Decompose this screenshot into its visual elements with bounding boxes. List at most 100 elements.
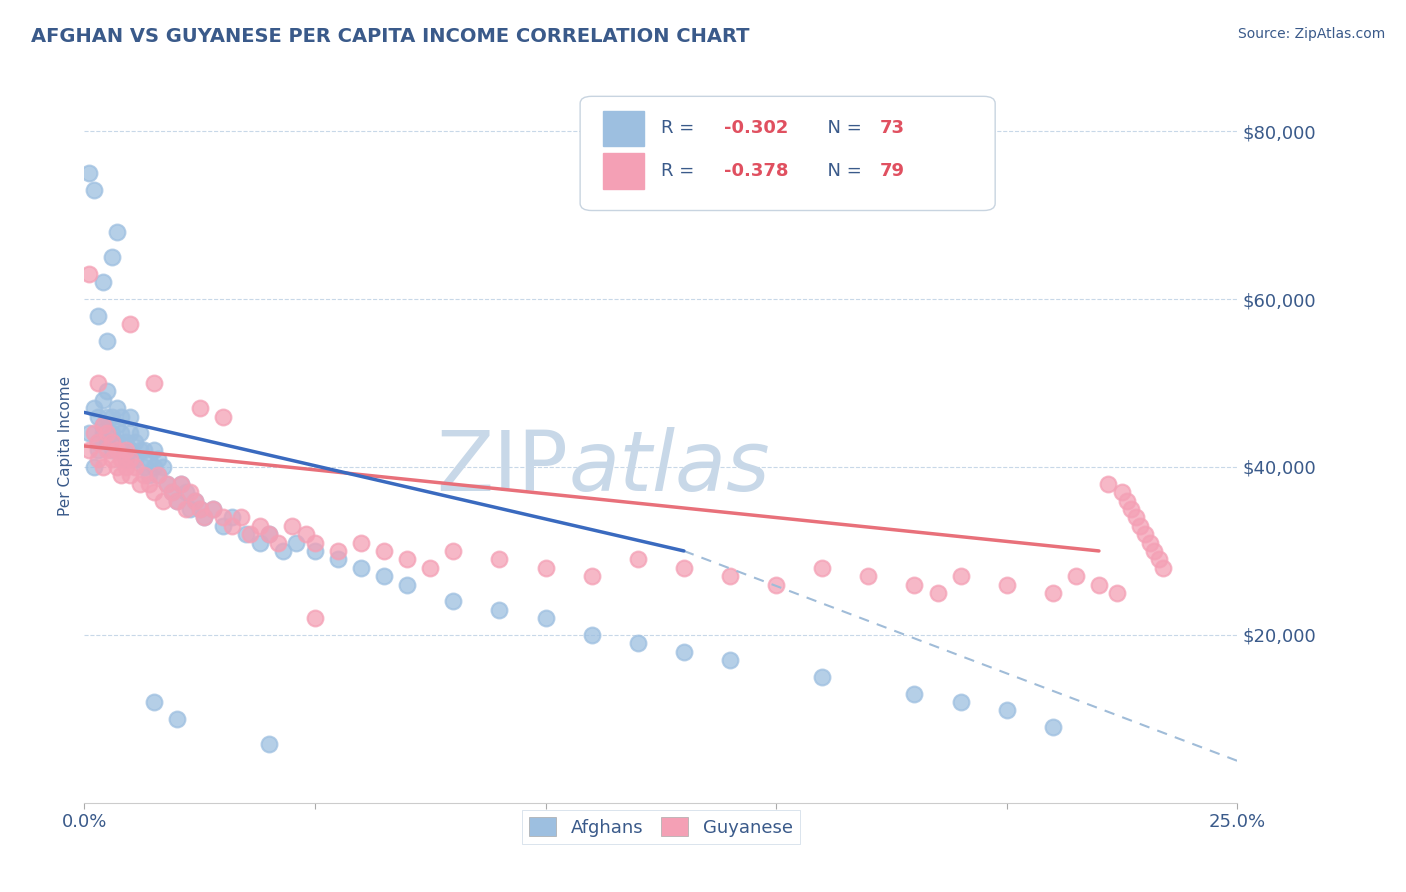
Point bbox=[304, 535, 326, 549]
Point bbox=[179, 485, 201, 500]
Point bbox=[91, 426, 114, 441]
Point bbox=[110, 426, 132, 441]
Point bbox=[91, 392, 114, 407]
Point bbox=[96, 334, 118, 348]
Point bbox=[115, 451, 138, 466]
Point bbox=[211, 510, 233, 524]
Point bbox=[488, 552, 510, 566]
Point bbox=[1143, 544, 1166, 558]
Point bbox=[96, 384, 118, 399]
Point bbox=[188, 502, 211, 516]
Point bbox=[235, 527, 257, 541]
Point bbox=[138, 468, 160, 483]
Point bbox=[534, 560, 557, 574]
Point bbox=[858, 569, 880, 583]
Point bbox=[128, 426, 150, 441]
Point bbox=[91, 417, 114, 432]
Point bbox=[1133, 527, 1156, 541]
Point bbox=[142, 376, 165, 390]
Point bbox=[1139, 535, 1161, 549]
Point bbox=[239, 527, 262, 541]
Point bbox=[124, 434, 146, 449]
Point bbox=[87, 434, 110, 449]
Point bbox=[115, 434, 138, 449]
Point bbox=[350, 560, 373, 574]
Point bbox=[627, 552, 650, 566]
Text: R =: R = bbox=[661, 120, 700, 137]
Text: R =: R = bbox=[661, 162, 700, 180]
Point bbox=[1097, 476, 1119, 491]
Point bbox=[326, 544, 349, 558]
Point bbox=[87, 309, 110, 323]
Point bbox=[170, 476, 193, 491]
Bar bbox=[603, 153, 644, 189]
Point bbox=[193, 510, 215, 524]
Point bbox=[221, 510, 243, 524]
Point bbox=[134, 460, 156, 475]
Point bbox=[120, 426, 142, 441]
Point bbox=[221, 518, 243, 533]
Point bbox=[128, 476, 150, 491]
Point bbox=[91, 275, 114, 289]
Point bbox=[294, 527, 316, 541]
Point bbox=[188, 401, 211, 416]
Point bbox=[101, 434, 124, 449]
Point bbox=[110, 468, 132, 483]
Text: atlas: atlas bbox=[568, 427, 770, 508]
Point bbox=[202, 502, 225, 516]
Point bbox=[1088, 577, 1111, 591]
Point bbox=[441, 594, 464, 608]
Point bbox=[211, 409, 233, 424]
Point bbox=[124, 460, 146, 475]
Point bbox=[811, 670, 834, 684]
Point bbox=[96, 426, 118, 441]
Point bbox=[927, 586, 949, 600]
Text: 79: 79 bbox=[880, 162, 905, 180]
Point bbox=[77, 267, 100, 281]
Point bbox=[77, 166, 100, 180]
Point bbox=[120, 468, 142, 483]
Point bbox=[146, 451, 169, 466]
Point bbox=[152, 493, 174, 508]
Point bbox=[1042, 720, 1064, 734]
Point bbox=[105, 417, 128, 432]
Point bbox=[267, 535, 290, 549]
Point bbox=[257, 527, 280, 541]
Point bbox=[105, 401, 128, 416]
Point bbox=[152, 460, 174, 475]
Point bbox=[77, 426, 100, 441]
Point bbox=[1064, 569, 1087, 583]
Point bbox=[156, 476, 179, 491]
Point bbox=[96, 443, 118, 458]
Point bbox=[396, 577, 419, 591]
Point bbox=[231, 510, 253, 524]
Point bbox=[160, 485, 183, 500]
Point bbox=[142, 460, 165, 475]
Point bbox=[146, 468, 169, 483]
Point bbox=[110, 451, 132, 466]
Point bbox=[105, 460, 128, 475]
Point bbox=[193, 510, 215, 524]
Point bbox=[83, 426, 105, 441]
Text: 73: 73 bbox=[880, 120, 905, 137]
Point bbox=[160, 485, 183, 500]
Text: AFGHAN VS GUYANESE PER CAPITA INCOME CORRELATION CHART: AFGHAN VS GUYANESE PER CAPITA INCOME COR… bbox=[31, 27, 749, 45]
Point bbox=[156, 476, 179, 491]
Point bbox=[373, 544, 395, 558]
Point bbox=[718, 569, 741, 583]
Point bbox=[326, 552, 349, 566]
Point bbox=[949, 569, 972, 583]
Point bbox=[718, 653, 741, 667]
Point bbox=[83, 183, 105, 197]
Point bbox=[120, 443, 142, 458]
Point bbox=[134, 468, 156, 483]
Text: -0.378: -0.378 bbox=[724, 162, 789, 180]
Point bbox=[1125, 510, 1147, 524]
Point bbox=[1153, 560, 1175, 574]
Point bbox=[105, 434, 128, 449]
Point bbox=[96, 434, 118, 449]
Point bbox=[146, 468, 169, 483]
Point bbox=[101, 409, 124, 424]
Point bbox=[304, 611, 326, 625]
Point bbox=[87, 451, 110, 466]
